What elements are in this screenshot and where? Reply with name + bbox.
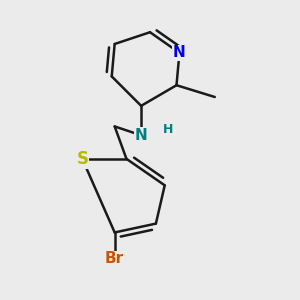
Text: S: S <box>76 150 88 168</box>
Text: N: N <box>173 45 186 60</box>
Text: Br: Br <box>105 251 124 266</box>
Text: N: N <box>135 128 148 143</box>
Text: H: H <box>163 123 173 136</box>
